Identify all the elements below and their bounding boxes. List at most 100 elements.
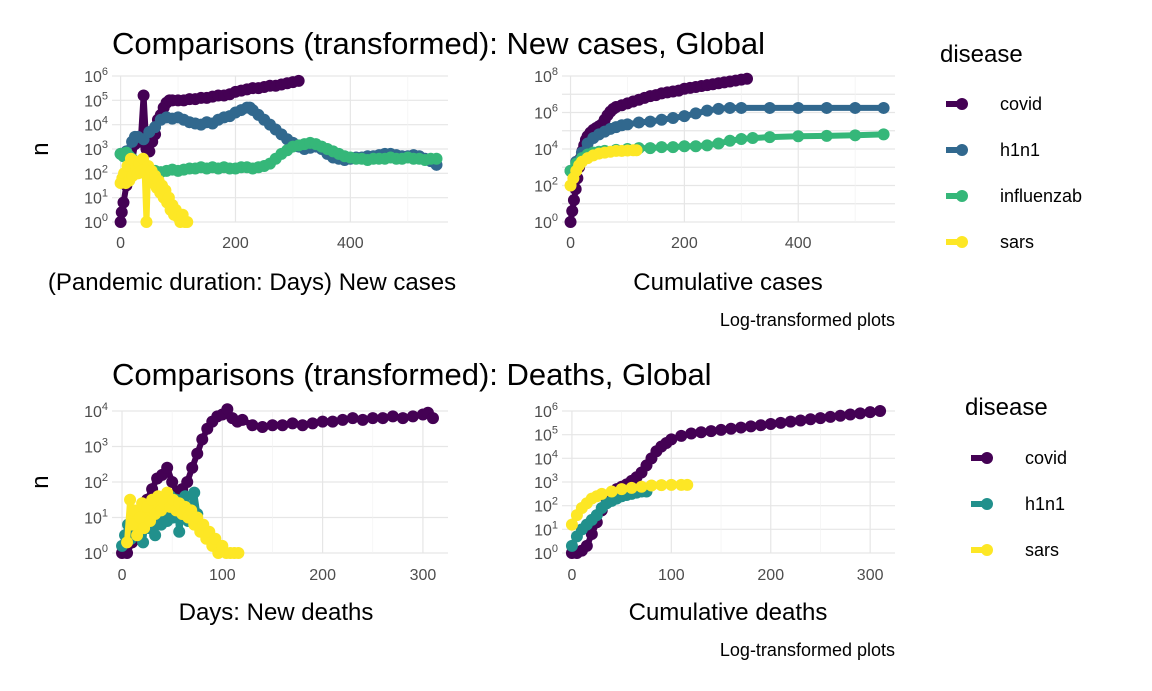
- series-sars: [564, 144, 643, 192]
- y-axis-label: n: [27, 142, 54, 155]
- x-tick-label: 0: [566, 235, 575, 252]
- data-point-covid: [292, 74, 305, 87]
- data-point-covid: [734, 421, 747, 434]
- data-point-influenzab: [701, 139, 714, 152]
- legend-label: sars: [1025, 540, 1059, 560]
- data-point-sars: [124, 493, 137, 506]
- series-sars: [121, 486, 245, 559]
- x-tick-label: 200: [671, 235, 698, 252]
- data-point-covid: [675, 429, 688, 442]
- panel-cumulative-cases: 0 200 400 100 102 104 106 108 Cumulative cases: [534, 66, 895, 296]
- legend-key-dot: [956, 190, 968, 202]
- y-axis-label: n: [27, 475, 54, 488]
- x-tick-label: 200: [757, 567, 784, 584]
- data-point-covid: [854, 407, 867, 420]
- x-tick-label: 100: [658, 567, 685, 584]
- data-point-influenzab: [849, 129, 862, 142]
- data-point-influenzab: [746, 132, 759, 145]
- data-point-influenzab: [430, 152, 443, 165]
- data-point-covid: [166, 476, 179, 488]
- legend-key-dot: [981, 544, 993, 556]
- data-point-h1n1: [678, 110, 691, 123]
- legend-key-dot: [956, 144, 968, 156]
- data-point-covid: [117, 196, 130, 209]
- legend-label: covid: [1000, 94, 1042, 114]
- data-point-h1n1: [565, 539, 578, 552]
- legend-label: h1n1: [1000, 140, 1040, 160]
- legend-item-h1n1: h1n1: [946, 140, 1040, 160]
- data-point-covid: [814, 412, 827, 425]
- y-tick-label: 104: [534, 139, 558, 159]
- data-point-h1n1: [689, 107, 702, 120]
- x-tick-label: 0: [118, 567, 127, 584]
- y-tick-label: 105: [84, 90, 108, 110]
- data-point-covid: [784, 415, 797, 428]
- data-point-covid: [286, 417, 299, 430]
- y-tick-label: 103: [84, 437, 108, 457]
- data-point-covid: [705, 425, 718, 438]
- legend-key-dot: [981, 498, 993, 510]
- data-point-h1n1: [667, 111, 679, 124]
- data-point-influenzab: [667, 141, 679, 154]
- data-point-covid: [191, 447, 204, 460]
- data-point-covid: [665, 433, 678, 446]
- data-point-sars: [595, 487, 608, 500]
- row2-title: Comparisons (transformed): Deaths, Globa…: [112, 357, 712, 392]
- row2-caption: Log-transformed plots: [720, 640, 895, 660]
- legend-label: h1n1: [1025, 494, 1065, 514]
- data-point-sars: [605, 485, 618, 498]
- y-tick-label: 106: [534, 103, 558, 123]
- data-point-covid: [426, 412, 439, 425]
- data-point-influenzab: [655, 141, 668, 154]
- data-point-covid: [834, 409, 847, 422]
- data-point-sars: [181, 216, 194, 228]
- data-point-covid: [296, 419, 309, 432]
- data-point-covid: [824, 410, 837, 423]
- data-point-covid: [396, 412, 409, 425]
- legend-title: disease: [940, 41, 1023, 68]
- data-point-covid: [804, 413, 817, 426]
- legend-item-influenzab: influenzab: [946, 186, 1082, 206]
- y-tick-label: 104: [534, 448, 558, 468]
- series-sars: [565, 478, 694, 531]
- y-tick-label: 103: [534, 472, 558, 492]
- data-point-covid: [181, 476, 194, 488]
- data-point-sars: [565, 518, 578, 531]
- data-point-covid: [406, 410, 419, 423]
- data-point-covid: [137, 89, 150, 102]
- data-point-h1n1: [632, 116, 645, 129]
- data-point-covid: [564, 216, 577, 228]
- y-tick-label: 100: [84, 543, 108, 563]
- data-point-sars: [630, 144, 643, 157]
- data-point-h1n1: [701, 104, 714, 117]
- y-tick-label: 101: [84, 188, 108, 208]
- y-tick-label: 101: [84, 508, 108, 528]
- y-tick-label: 104: [84, 401, 108, 421]
- data-point-covid: [196, 433, 209, 446]
- data-point-covid: [695, 426, 708, 439]
- data-point-covid: [326, 415, 339, 428]
- data-point-covid: [221, 403, 234, 416]
- data-point-h1n1: [723, 101, 736, 114]
- x-tick-label: 400: [337, 235, 364, 252]
- x-tick-label: 100: [209, 567, 236, 584]
- data-point-h1n1: [792, 101, 805, 114]
- data-point-influenzab: [735, 132, 748, 145]
- legend-key-dot: [956, 236, 968, 248]
- data-point-h1n1: [173, 525, 186, 538]
- data-point-covid: [306, 417, 319, 430]
- series-covid: [116, 403, 439, 559]
- data-point-influenzab: [763, 131, 776, 144]
- data-point-h1n1: [849, 101, 862, 114]
- legend-key-dot: [981, 452, 993, 464]
- data-point-covid: [580, 539, 593, 552]
- data-point-covid: [874, 405, 887, 417]
- data-point-covid: [376, 412, 389, 425]
- y-tick-label: 102: [84, 163, 108, 183]
- data-point-influenzab: [792, 130, 805, 143]
- data-point-covid: [356, 413, 369, 426]
- x-tick-label: 200: [222, 235, 249, 252]
- grid-lines: [562, 410, 895, 554]
- data-point-covid: [386, 410, 399, 423]
